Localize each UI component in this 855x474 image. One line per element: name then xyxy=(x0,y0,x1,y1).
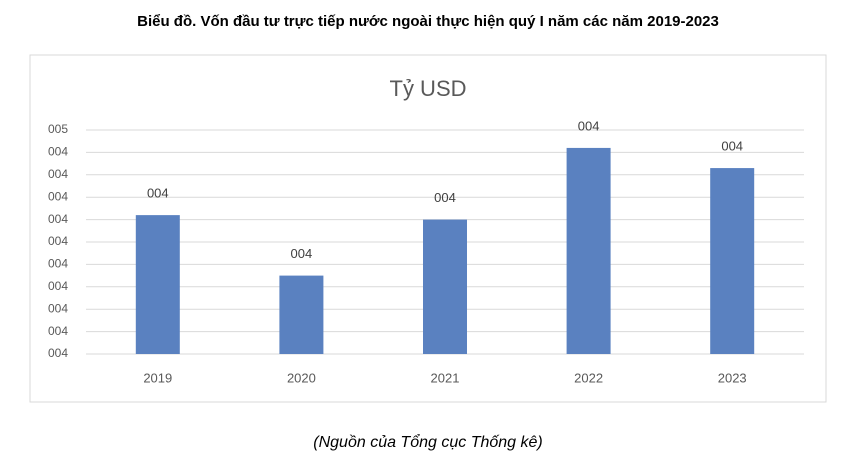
y-tick-label: 004 xyxy=(48,301,68,315)
y-tick-label: 004 xyxy=(48,346,68,360)
bar xyxy=(566,147,611,354)
data-label: 004 xyxy=(291,246,313,261)
x-tick-label: 2023 xyxy=(718,370,747,385)
y-tick-label: 004 xyxy=(48,212,68,226)
x-tick-label: 2019 xyxy=(143,370,172,385)
data-label: 004 xyxy=(147,186,169,201)
x-tick-label: 2021 xyxy=(431,370,460,385)
source-note: (Nguồn của Tổng cục Thống kê) xyxy=(313,433,542,451)
y-tick-label: 004 xyxy=(48,324,68,338)
y-tick-label: 005 xyxy=(48,122,68,136)
x-tick-label: 2020 xyxy=(287,370,316,385)
y-tick-label: 004 xyxy=(48,279,68,293)
y-tick-label: 004 xyxy=(48,257,68,271)
chart-title: Tỷ USD xyxy=(390,76,467,101)
data-label: 004 xyxy=(578,118,600,133)
data-label: 004 xyxy=(721,139,743,154)
bar xyxy=(710,168,755,354)
y-tick-label: 004 xyxy=(48,167,68,181)
bar xyxy=(279,275,324,354)
y-tick-label: 004 xyxy=(48,189,68,203)
data-label: 004 xyxy=(434,190,456,205)
bar xyxy=(423,219,467,354)
bar xyxy=(135,215,180,354)
y-tick-label: 004 xyxy=(48,145,68,159)
page-title: Biểu đồ. Vốn đầu tư trực tiếp nước ngoài… xyxy=(137,13,719,30)
x-tick-label: 2022 xyxy=(574,370,603,385)
y-tick-label: 004 xyxy=(48,234,68,248)
